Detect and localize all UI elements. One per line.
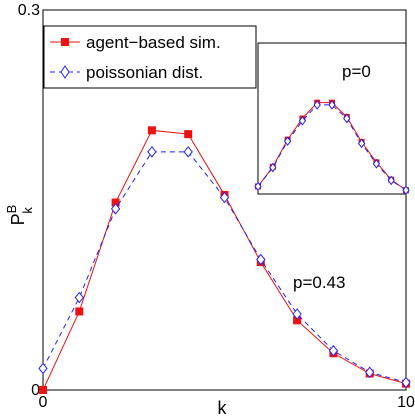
- inset-series-1-diamond-point-7: [357, 138, 366, 149]
- main-series-layer: [38, 126, 411, 394]
- inset-series-1-diamond-point-9: [387, 175, 395, 186]
- main-series-1-diamond-point-8: [328, 344, 339, 357]
- legend-label-poisson: poissonian dist.: [86, 63, 203, 82]
- y-tick-label-bottom: 0: [31, 382, 40, 399]
- legend-label-sim: agent−based sim.: [86, 33, 221, 52]
- main-series-1-diamond-point-10: [401, 376, 411, 389]
- main-series-1-diamond-point-0: [38, 362, 48, 375]
- x-tick-label-right: 10: [397, 394, 415, 411]
- main-series-0-square-point-2: [111, 198, 120, 207]
- main-series-1-diamond-point-9: [365, 366, 375, 379]
- inset-series-layer: [254, 99, 410, 196]
- x-tick-label-left: 0: [39, 394, 48, 411]
- main-series-1-diamond-point-3: [147, 146, 157, 158]
- main-series-0-square-point-7: [293, 316, 302, 325]
- y-tick-label-top: 0.3: [18, 2, 40, 19]
- inset-series-1-diamond-point-4: [313, 100, 321, 110]
- inset-series-1-diamond-point-10: [402, 185, 410, 196]
- legend-marker-diamond: [60, 65, 70, 79]
- inset-series-1-diamond-point-8: [372, 158, 381, 169]
- inset-annotation: p=0: [342, 62, 371, 81]
- x-axis-label: k: [218, 398, 228, 416]
- main-series-0-square-point-3: [147, 126, 156, 135]
- legend-box: [43, 25, 257, 89]
- main-series-1-diamond-point-7: [292, 308, 302, 320]
- main-series-1-diamond-point-6: [256, 253, 266, 266]
- inset-series-1-diamond-point-5: [328, 100, 336, 110]
- inset-series-1-diamond-point-6: [343, 113, 351, 124]
- legend: agent−based sim. poissonian dist.: [43, 25, 257, 89]
- inset-series-1-diamond-point-2: [283, 136, 292, 146]
- legend-marker-square: [61, 38, 69, 46]
- main-series-1-diamond-point-1: [74, 291, 84, 304]
- main-series-1-diamond-point-4: [183, 146, 193, 158]
- inset-series-1-diamond-point-0: [254, 181, 262, 192]
- svg-text:PBk: PBk: [4, 205, 35, 226]
- main-series-0-square-point-0: [39, 386, 47, 394]
- main-annotation: p=0.43: [293, 273, 345, 292]
- inset-series-1-diamond-point-1: [269, 162, 277, 173]
- main-series-1-diamond-point-5: [219, 191, 230, 204]
- main-series-0-square-point-4: [184, 130, 193, 139]
- main-series-1-diamond-point-2: [110, 203, 121, 215]
- main-series-0-square-point-1: [75, 307, 84, 316]
- inset-series-1-diamond-point-3: [298, 115, 307, 126]
- y-axis-label: PBk: [4, 205, 35, 226]
